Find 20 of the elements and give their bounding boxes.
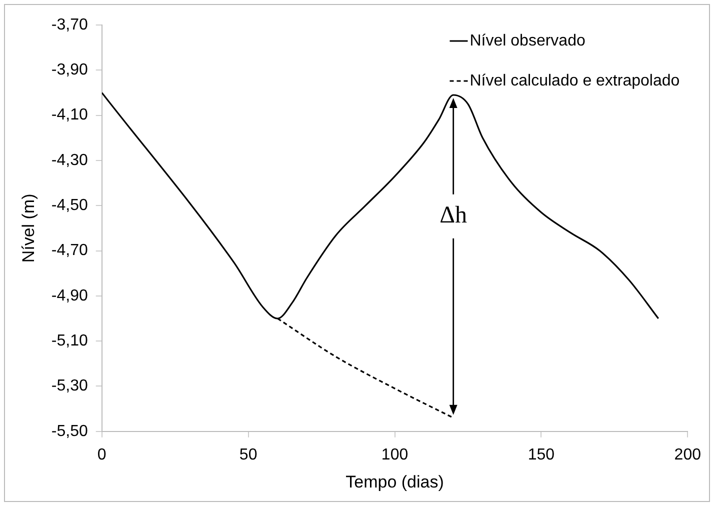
y-tick-label: -3,70 bbox=[51, 16, 88, 34]
x-axis-title: Tempo (dias) bbox=[346, 472, 444, 492]
legend-label: Nível observado bbox=[470, 32, 586, 50]
legend-label: Nível calculado e extrapolado bbox=[470, 72, 680, 90]
y-tick-label: -4,50 bbox=[51, 197, 88, 214]
x-tick-label: 0 bbox=[97, 446, 106, 464]
x-tick-label: 50 bbox=[239, 446, 258, 464]
annotation: Δh bbox=[440, 202, 468, 229]
y-tick-label: -5,30 bbox=[51, 378, 88, 395]
x-tick-label: 150 bbox=[528, 446, 555, 464]
y-tick-label: -4,30 bbox=[51, 152, 88, 169]
y-tick-label: -5,10 bbox=[51, 332, 88, 350]
x-tick-label: 100 bbox=[381, 446, 408, 464]
y-tick-label: -4,70 bbox=[51, 242, 88, 260]
x-tick-label: 200 bbox=[674, 446, 702, 464]
y-tick-label: -4,90 bbox=[51, 287, 88, 304]
y-tick-label: -3,90 bbox=[51, 62, 88, 79]
y-tick-label: -5,50 bbox=[51, 422, 88, 440]
y-axis-title: Nível (m) bbox=[18, 194, 38, 263]
y-tick-label: -4,10 bbox=[51, 106, 88, 124]
